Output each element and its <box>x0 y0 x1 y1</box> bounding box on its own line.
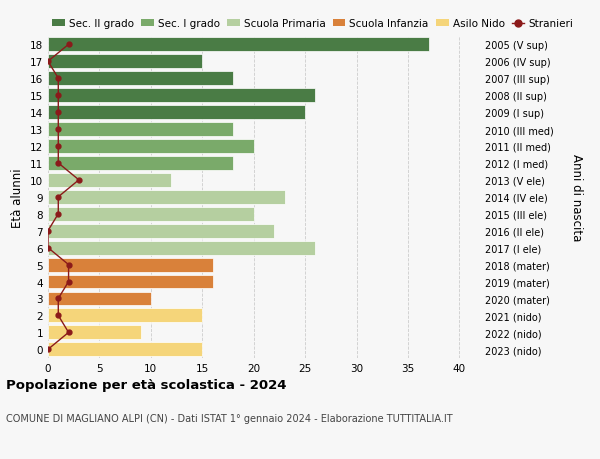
Bar <box>48 89 316 103</box>
Bar <box>48 309 202 323</box>
Bar <box>48 72 233 86</box>
Bar <box>48 140 254 154</box>
Bar <box>48 55 202 69</box>
Legend: Sec. II grado, Sec. I grado, Scuola Primaria, Scuola Infanzia, Asilo Nido, Stran: Sec. II grado, Sec. I grado, Scuola Prim… <box>48 15 578 34</box>
Bar <box>48 224 274 238</box>
Text: Popolazione per età scolastica - 2024: Popolazione per età scolastica - 2024 <box>6 379 287 392</box>
Y-axis label: Anni di nascita: Anni di nascita <box>570 154 583 241</box>
Bar <box>48 326 140 340</box>
Bar <box>48 190 284 204</box>
Text: COMUNE DI MAGLIANO ALPI (CN) - Dati ISTAT 1° gennaio 2024 - Elaborazione TUTTITA: COMUNE DI MAGLIANO ALPI (CN) - Dati ISTA… <box>6 413 452 423</box>
Bar <box>48 292 151 306</box>
Bar <box>48 123 233 137</box>
Bar <box>48 241 316 255</box>
Y-axis label: Età alunni: Età alunni <box>11 168 25 227</box>
Bar <box>48 174 172 187</box>
Bar <box>48 342 202 357</box>
Bar <box>48 275 212 289</box>
Bar <box>48 157 233 170</box>
Bar <box>48 106 305 120</box>
Bar <box>48 258 212 272</box>
Bar <box>48 38 428 52</box>
Bar <box>48 207 254 221</box>
